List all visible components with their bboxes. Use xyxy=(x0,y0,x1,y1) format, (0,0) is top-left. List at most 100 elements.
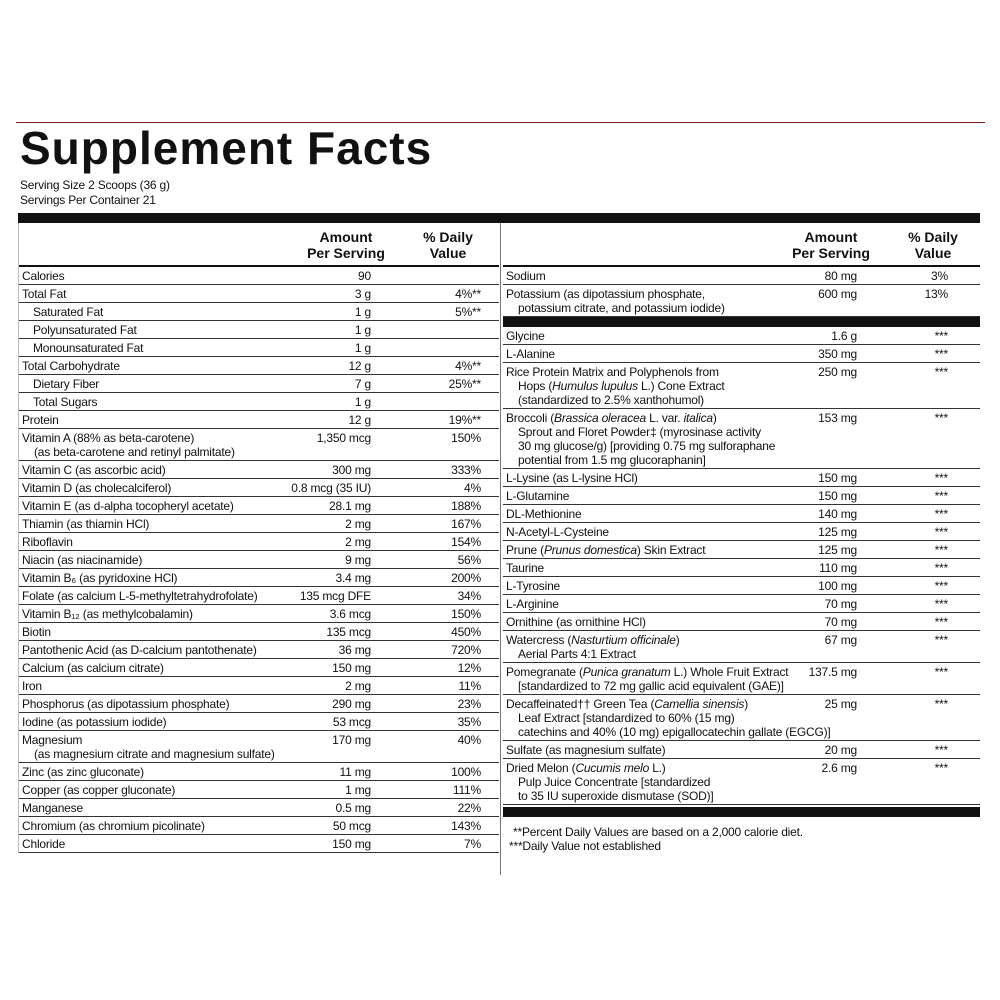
nutrient-row: Calcium (as calcium citrate) 150 mg 12% xyxy=(19,659,499,677)
daily-value: *** xyxy=(934,579,949,593)
amount: 125 mg xyxy=(818,543,857,557)
nutrient-name: Rice Protein Matrix and Polyphenols from xyxy=(506,365,719,379)
nutrient-name: Protein xyxy=(22,413,59,427)
nutrient-name: Prune (Prunus domestica) Skin Extract xyxy=(506,543,980,557)
thick-rule xyxy=(18,213,980,223)
nutrient-name: Thiamin (as thiamin HCl) xyxy=(22,517,150,531)
nutrient-name: Pulp Juice Concentrate [standardized xyxy=(518,775,711,789)
name-part: L.) Cone Extract xyxy=(637,379,725,393)
nutrient-name: potential from 1.5 mg glucoraphanin] xyxy=(518,453,706,467)
nutrient-name: Potassium (as dipotassium phosphate, xyxy=(506,287,705,301)
amount: 3 g xyxy=(354,287,371,301)
nutrient-row: Vitamin A (88% as beta-carotene) (as beta… xyxy=(19,429,499,461)
nutrient-name: Pomegranate (Punica granatum L.) Whole F… xyxy=(506,665,980,679)
amount: 80 mg xyxy=(824,269,858,283)
amount: 135 mcg DFE xyxy=(299,589,371,603)
nutrient-row: Chromium (as chromium picolinate) 50 mcg 1… xyxy=(19,817,499,835)
amount: 1,350 mcg xyxy=(316,431,371,445)
nutrient-row: Dietary Fiber 7 g 25%** xyxy=(19,375,499,393)
nutrient-name: Vitamin B₁₂ (as methylcobalamin) xyxy=(22,607,193,621)
nutrient-name: Manganese xyxy=(22,801,83,815)
nutrient-row: Dried Melon (Cucumis melo L.) Pulp Juice … xyxy=(503,759,980,805)
daily-value: 154% xyxy=(451,535,481,549)
nutrient-row: Thiamin (as thiamin HCl) 2 mg 167% xyxy=(19,515,499,533)
nutrient-row: Vitamin D (as cholecalciferol) 0.8 mcg (3… xyxy=(19,479,499,497)
name-part: ) xyxy=(712,411,717,425)
name-part: Hops ( xyxy=(518,379,553,393)
daily-value: 111% xyxy=(452,783,481,797)
amount: 67 mg xyxy=(824,633,858,647)
nutrient-row: Polyunsaturated Fat 1 g xyxy=(19,321,499,339)
amount: 70 mg xyxy=(824,597,858,611)
name-part: ) Skin Extract xyxy=(636,543,706,557)
daily-value: 200% xyxy=(451,571,481,585)
daily-value: *** xyxy=(934,697,949,711)
nutrient-name: Sprout and Floret Powder‡ (myrosinase ac… xyxy=(518,425,761,439)
amount: 12 g xyxy=(348,413,371,427)
header-amount: Amount Per Serving xyxy=(771,229,891,261)
column-header: Amount Per Serving % Daily Value xyxy=(503,223,980,267)
nutrient-name: Magnesium xyxy=(22,733,83,747)
nutrient-row: Taurine 110 mg *** xyxy=(503,559,980,577)
nutrient-name: [standardized to 72 mg gallic acid equiv… xyxy=(518,679,784,693)
nutrient-name: Calcium (as calcium citrate) xyxy=(22,661,164,675)
nutrient-name: Sulfate (as magnesium sulfate) xyxy=(506,743,666,757)
daily-value: 333% xyxy=(451,463,481,477)
nutrient-name: 30 mg glucose/g) [providing 0.75 mg sulf… xyxy=(518,439,776,453)
nutrient-row: Riboflavin 2 mg 154% xyxy=(19,533,499,551)
daily-value: 100% xyxy=(451,765,481,779)
nutrient-name: Iron xyxy=(22,679,42,693)
nutrient-row: Rice Protein Matrix and Polyphenols from… xyxy=(503,363,980,409)
amount: 140 mg xyxy=(818,507,857,521)
nutrient-row: Niacin (as niacinamide) 9 mg 56% xyxy=(19,551,499,569)
amount: 150 mg xyxy=(818,489,857,503)
amount: 0.5 mg xyxy=(335,801,372,815)
nutrient-name: L-Arginine xyxy=(506,597,559,611)
nutrient-row: Iodine (as potassium iodide) 53 mcg 35% xyxy=(19,713,499,731)
amount: 150 mg xyxy=(332,837,371,851)
title: Supplement Facts xyxy=(20,122,433,174)
nutrient-name: to 35 IU superoxide dismutase (SOD)] xyxy=(518,789,714,803)
nutrient-name: Watercress (Nasturtium officinale) xyxy=(506,633,980,647)
daily-value: *** xyxy=(934,743,949,757)
latin-name: Nasturtium officinale xyxy=(571,633,676,647)
amount: 600 mg xyxy=(818,287,857,301)
amount: 1.6 g xyxy=(831,329,857,343)
daily-value: 5%** xyxy=(455,305,481,319)
nutrient-name: Total Fat xyxy=(22,287,67,301)
daily-value: 11% xyxy=(458,679,481,693)
nutrient-name: Chromium (as chromium picolinate) xyxy=(22,819,205,833)
daily-value: *** xyxy=(934,561,949,575)
amount: 350 mg xyxy=(818,347,857,361)
nutrient-name: Chloride xyxy=(22,837,66,851)
name-part: ) xyxy=(744,697,749,711)
nutrient-row: Glycine 1.6 g *** xyxy=(503,327,980,345)
header-line: Per Serving xyxy=(792,245,870,261)
daily-value: *** xyxy=(934,543,949,557)
daily-value: 4% xyxy=(464,481,481,495)
daily-value: 4%** xyxy=(455,359,481,373)
nutrient-row: L-Arginine 70 mg *** xyxy=(503,595,980,613)
amount: 300 mg xyxy=(332,463,371,477)
nutrient-row: Protein 12 g 19%** xyxy=(19,411,499,429)
nutrient-row: L-Tyrosine 100 mg *** xyxy=(503,577,980,595)
header-line: Amount xyxy=(319,229,373,245)
nutrient-name: Iodine (as potassium iodide) xyxy=(22,715,167,729)
nutrient-row: Sodium 80 mg 3% xyxy=(503,267,980,285)
name-part: ) xyxy=(675,633,680,647)
amount: 1 g xyxy=(354,305,371,319)
name-part: Dried Melon ( xyxy=(506,761,576,775)
nutrient-name: (standardized to 2.5% xanthohumol) xyxy=(518,393,704,407)
latin-name: Cucumis melo xyxy=(575,761,650,775)
nutrient-row: Ornithine (as ornithine HCl) 70 mg *** xyxy=(503,613,980,631)
servings-per-container: Servings Per Container 21 xyxy=(20,193,156,207)
header-line: % Daily xyxy=(908,229,958,245)
daily-value: *** xyxy=(934,471,949,485)
daily-value: 3% xyxy=(931,269,948,283)
nutrient-name: Saturated Fat xyxy=(33,305,104,319)
daily-value: 34% xyxy=(457,589,482,603)
daily-value: *** xyxy=(934,665,949,679)
amount: 250 mg xyxy=(818,365,857,379)
amount: 125 mg xyxy=(818,525,857,539)
header-line: Per Serving xyxy=(307,245,385,261)
